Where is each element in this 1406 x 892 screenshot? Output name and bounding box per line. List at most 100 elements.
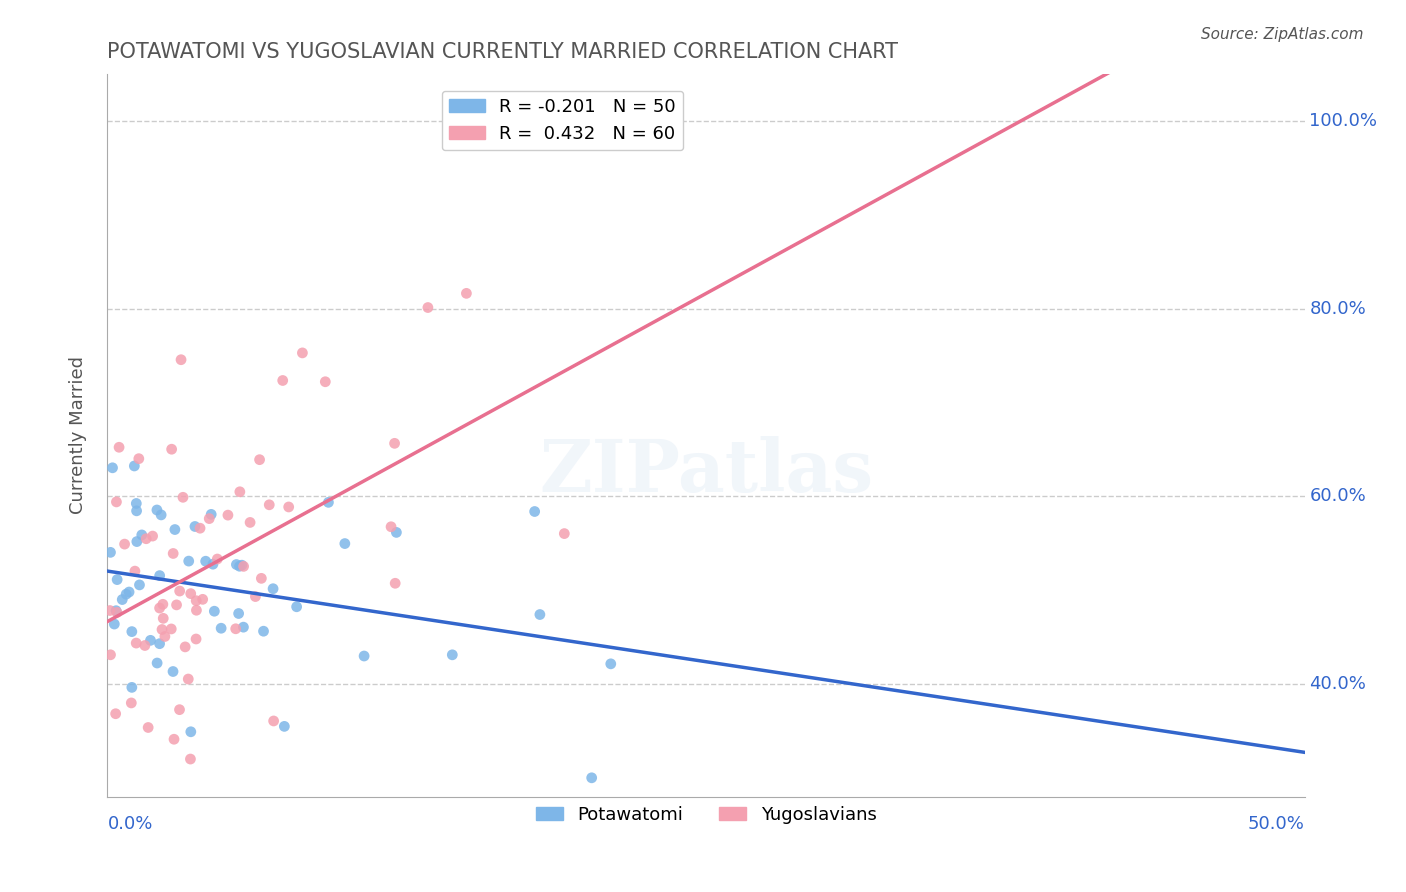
Point — [162, 665, 184, 679]
Point — [353, 648, 375, 663]
Point — [131, 528, 153, 542]
Point — [318, 495, 340, 509]
Text: 40.0%: 40.0% — [1309, 675, 1367, 693]
Point — [184, 519, 207, 533]
Point — [291, 346, 314, 360]
Point — [186, 593, 208, 607]
Text: ZIPatlas: ZIPatlas — [538, 436, 873, 507]
Point — [124, 564, 146, 578]
Point — [124, 458, 146, 473]
Point — [177, 554, 200, 568]
Point — [529, 607, 551, 622]
Point — [456, 286, 478, 301]
Point — [232, 620, 254, 634]
Point — [231, 558, 253, 573]
Point — [146, 503, 169, 517]
Point — [111, 592, 134, 607]
Point — [101, 460, 124, 475]
Point — [384, 436, 406, 450]
Point — [249, 452, 271, 467]
Point — [149, 568, 172, 582]
Point — [120, 696, 142, 710]
Point — [198, 511, 221, 525]
Point — [149, 637, 172, 651]
Point — [314, 375, 336, 389]
Point — [228, 607, 250, 621]
Point — [114, 537, 136, 551]
Point — [105, 604, 128, 618]
Point — [581, 771, 603, 785]
Point — [170, 352, 193, 367]
Point — [180, 724, 202, 739]
Point — [523, 504, 546, 518]
Point — [201, 557, 224, 571]
Point — [162, 546, 184, 560]
Point — [118, 585, 141, 599]
Point — [98, 603, 121, 617]
Point — [385, 525, 408, 540]
Point — [186, 603, 208, 617]
Point — [180, 587, 202, 601]
Point — [160, 442, 183, 457]
Point — [128, 578, 150, 592]
Point — [384, 576, 406, 591]
Point — [125, 534, 148, 549]
Point — [225, 558, 247, 572]
Point — [333, 536, 356, 550]
Text: 80.0%: 80.0% — [1309, 300, 1367, 318]
Point — [177, 672, 200, 686]
Text: 0.0%: 0.0% — [107, 815, 153, 833]
Point — [179, 752, 201, 766]
Point — [105, 495, 128, 509]
Point — [166, 598, 188, 612]
Point — [150, 508, 173, 522]
Point — [108, 440, 131, 454]
Point — [250, 571, 273, 585]
Point — [146, 656, 169, 670]
Point — [142, 529, 165, 543]
Point — [277, 500, 299, 514]
Point — [263, 714, 285, 728]
Point — [225, 622, 247, 636]
Point — [153, 630, 176, 644]
Point — [169, 703, 191, 717]
Text: Currently Married: Currently Married — [69, 357, 87, 515]
Point — [194, 554, 217, 568]
Point — [100, 545, 122, 559]
Text: 100.0%: 100.0% — [1309, 112, 1378, 130]
Point — [152, 597, 174, 611]
Point — [163, 732, 186, 747]
Point — [128, 451, 150, 466]
Text: 60.0%: 60.0% — [1309, 487, 1367, 506]
Point — [228, 559, 250, 574]
Point — [553, 526, 575, 541]
Point — [262, 582, 284, 596]
Point — [163, 523, 186, 537]
Point — [149, 601, 172, 615]
Point — [191, 592, 214, 607]
Point — [169, 584, 191, 599]
Point — [121, 681, 143, 695]
Point — [152, 611, 174, 625]
Point — [380, 520, 402, 534]
Text: POTAWATOMI VS YUGOSLAVIAN CURRENTLY MARRIED CORRELATION CHART: POTAWATOMI VS YUGOSLAVIAN CURRENTLY MARR… — [107, 42, 898, 62]
Text: 50.0%: 50.0% — [1247, 815, 1305, 833]
Point — [202, 604, 225, 618]
Point — [245, 590, 267, 604]
Text: Source: ZipAtlas.com: Source: ZipAtlas.com — [1201, 27, 1364, 42]
Point — [184, 632, 207, 646]
Point — [135, 532, 157, 546]
Point — [174, 640, 197, 654]
Point — [239, 516, 262, 530]
Point — [115, 587, 138, 601]
Point — [273, 719, 295, 733]
Point — [232, 559, 254, 574]
Point — [271, 374, 294, 388]
Point — [285, 599, 308, 614]
Point — [188, 521, 211, 535]
Point — [200, 508, 222, 522]
Point — [136, 721, 159, 735]
Point — [209, 621, 232, 635]
Point — [134, 639, 156, 653]
Point — [125, 636, 148, 650]
